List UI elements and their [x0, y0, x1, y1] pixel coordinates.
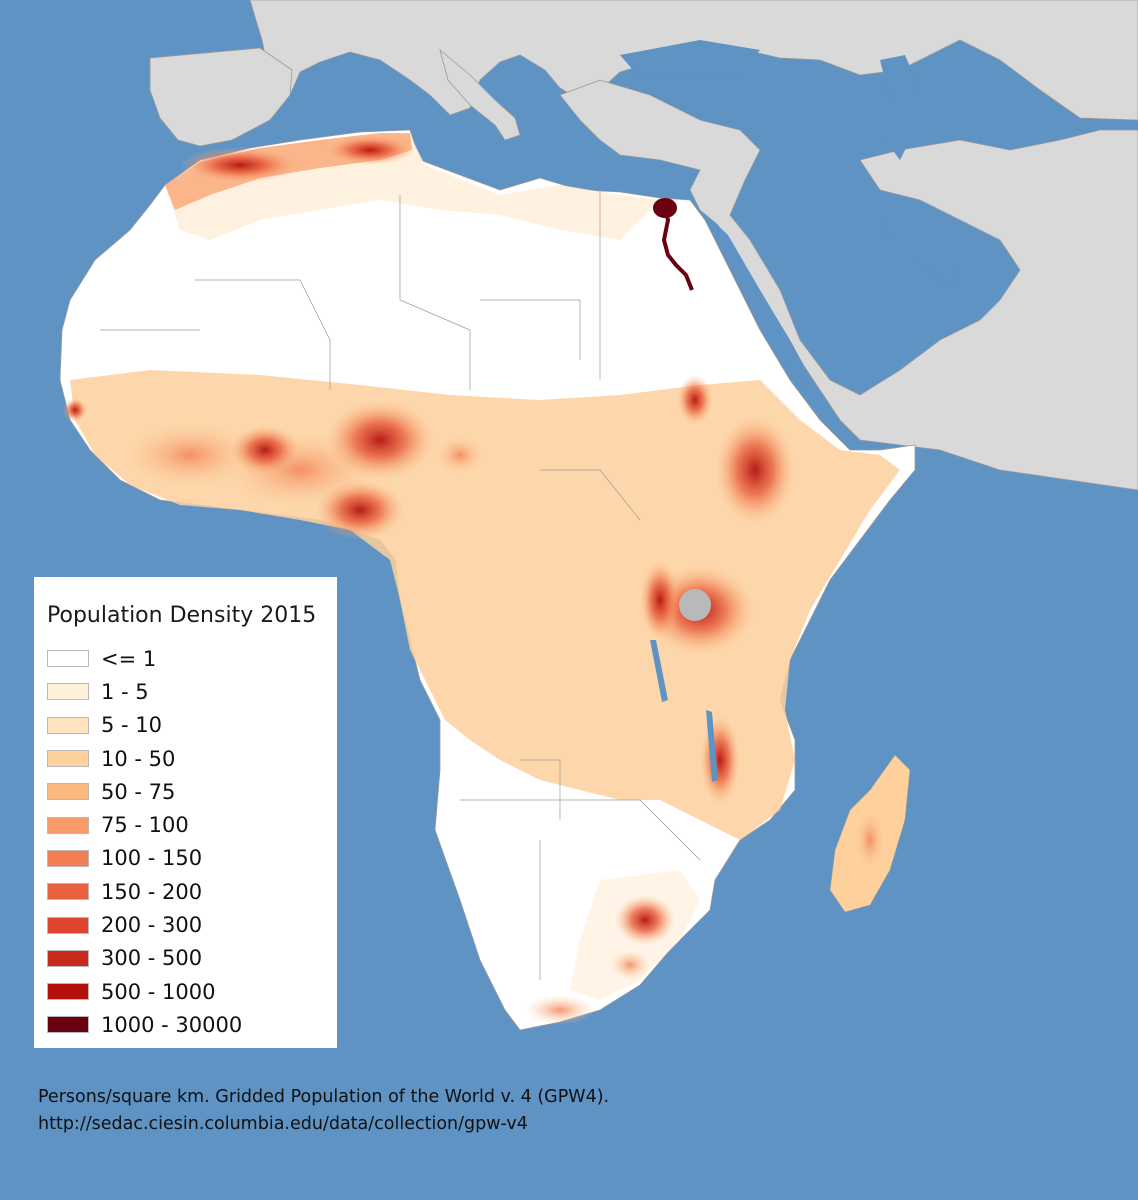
legend-label: 5 - 10	[101, 713, 163, 738]
legend-item: 100 - 150	[47, 842, 337, 875]
legend-rows: <= 1 1 - 5 5 - 10 10 - 50 50 - 75 75 - 100 100…	[47, 642, 337, 1042]
legend-swatch	[47, 1016, 89, 1034]
legend-item: 200 - 300	[47, 908, 337, 941]
italy-landmass	[439, 48, 521, 141]
legend-item: 300 - 500	[47, 942, 337, 975]
legend-label: 100 - 150	[101, 846, 203, 871]
caption: Persons/square km. Gridded Population of…	[38, 1084, 609, 1138]
legend-item: 50 - 75	[47, 775, 337, 808]
caption-source: Persons/square km. Gridded Population of…	[38, 1087, 610, 1107]
iberia-landmass	[149, 47, 293, 147]
legend-swatch	[47, 916, 89, 934]
legend-label: <= 1	[101, 646, 157, 671]
legend-swatch	[47, 750, 89, 768]
red-sea	[710, 220, 812, 388]
lake-victoria	[679, 589, 711, 621]
nile-valley	[661, 204, 694, 291]
legend-label: 300 - 500	[101, 946, 203, 971]
country-borders	[100, 190, 701, 980]
legend-swatch	[47, 816, 89, 834]
legend: Population Density 2015 <= 1 1 - 5 5 - 10 1…	[34, 577, 337, 1048]
legend-swatch	[47, 883, 89, 901]
legend-swatch	[47, 949, 89, 967]
legend-label: 500 - 1000	[101, 979, 216, 1004]
legend-item: 500 - 1000	[47, 975, 337, 1008]
density-hotspots	[63, 135, 885, 1025]
legend-label: 150 - 200	[101, 879, 203, 904]
legend-swatch	[47, 849, 89, 867]
caspian-sea	[880, 55, 920, 160]
persian-gulf	[880, 215, 960, 285]
legend-item: 1000 - 30000	[47, 1008, 337, 1041]
legend-label: 1 - 5	[101, 679, 149, 704]
legend-swatch	[47, 783, 89, 801]
legend-swatch	[47, 650, 89, 668]
caption-url: http://sedac.ciesin.columbia.edu/data/co…	[38, 1114, 528, 1134]
middle-east-landmass	[559, 79, 1138, 491]
legend-label: 75 - 100	[101, 813, 189, 838]
legend-item: 1 - 5	[47, 675, 337, 708]
legend-swatch	[47, 716, 89, 734]
legend-swatch	[47, 683, 89, 701]
legend-item: 10 - 50	[47, 742, 337, 775]
legend-item: 5 - 10	[47, 709, 337, 742]
lake-tanganyika	[650, 640, 668, 702]
legend-swatch	[47, 983, 89, 1001]
legend-label: 10 - 50	[101, 746, 176, 771]
legend-label: 200 - 300	[101, 913, 203, 938]
legend-title: Population Density 2015	[47, 603, 317, 628]
lake-malawi	[706, 710, 718, 782]
nile-delta	[653, 198, 677, 218]
legend-item: <= 1	[47, 642, 337, 675]
legend-label: 1000 - 30000	[101, 1012, 243, 1037]
legend-item: 75 - 100	[47, 808, 337, 841]
legend-label: 50 - 75	[101, 779, 176, 804]
legend-item: 150 - 200	[47, 875, 337, 908]
black-sea	[620, 40, 760, 80]
